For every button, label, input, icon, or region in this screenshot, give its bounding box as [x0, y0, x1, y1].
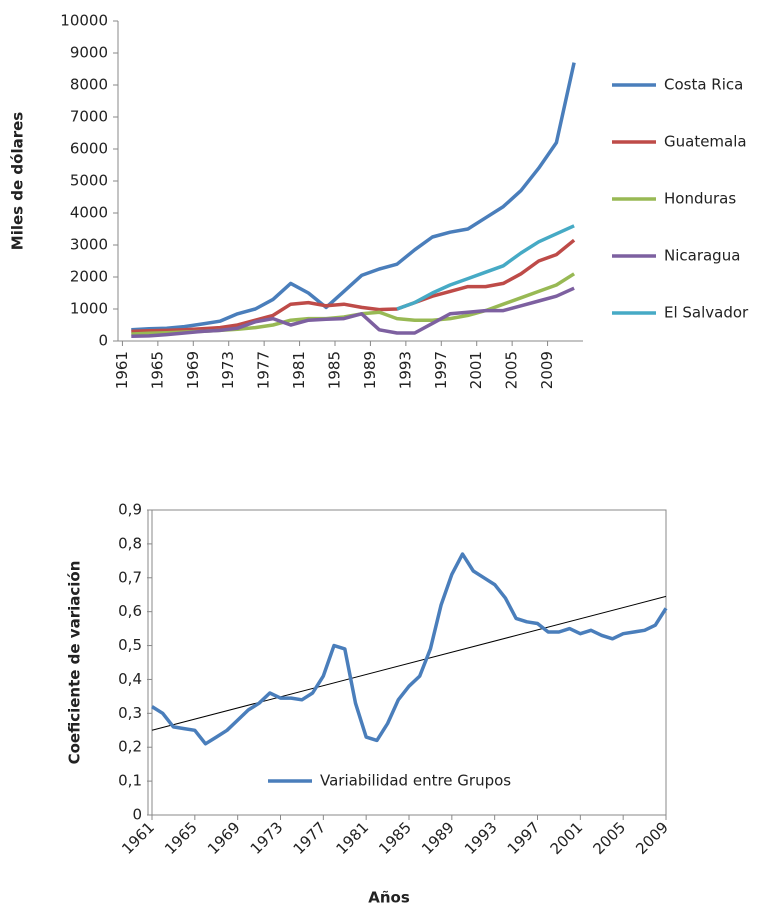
- x-tick-label: 1977: [290, 818, 330, 858]
- x-tick-label: 1965: [148, 351, 166, 389]
- x-tick-label: 2001: [467, 351, 485, 389]
- x-tick-label: 2005: [589, 818, 629, 858]
- series-line: [151, 552, 668, 746]
- y-tick-label: 10000: [60, 12, 108, 30]
- y-tick-label: 0: [132, 806, 142, 824]
- plot-frame: [147, 509, 667, 816]
- x-tick-label: 1965: [161, 818, 201, 858]
- legend-label: Guatemala: [664, 133, 747, 151]
- x-axis-title: Años: [368, 889, 410, 907]
- y-tick-label: 9000: [70, 44, 108, 62]
- y-tick-label: 0,9: [118, 501, 142, 519]
- x-tick-label: 1985: [375, 818, 415, 858]
- y-tick-label: 0,4: [118, 670, 142, 688]
- x-tick-label: 2009: [632, 818, 672, 858]
- y-tick-label: 0,8: [118, 534, 142, 552]
- y-tick-label: 0,2: [118, 738, 142, 756]
- x-tick-label: 1989: [418, 818, 458, 858]
- x-tick-label: 1969: [184, 351, 202, 389]
- y-tick-label: 0,5: [118, 636, 142, 654]
- x-tick-label: 2005: [503, 351, 521, 389]
- y-tick-label: 3000: [70, 236, 108, 254]
- x-tick-label: 1997: [432, 351, 450, 389]
- x-tick-label: 1973: [219, 351, 237, 389]
- x-tick-label: 1961: [113, 351, 131, 389]
- series-line: [131, 238, 576, 334]
- series-line: [131, 286, 575, 338]
- x-tick-label: 1989: [361, 351, 379, 389]
- legend-label: Costa Rica: [664, 76, 743, 94]
- y-tick-label: 2000: [70, 268, 108, 286]
- x-tick-label: 1977: [255, 351, 273, 389]
- y-tick-label: 0,7: [118, 568, 142, 586]
- y-axis-title: Miles de dólares: [9, 112, 27, 251]
- x-tick-label: 1973: [247, 818, 287, 858]
- y-tick-label: 5000: [70, 172, 108, 190]
- y-tick-label: 4000: [70, 204, 108, 222]
- series-line: [131, 62, 576, 332]
- x-tick-label: 2001: [547, 818, 587, 858]
- y-tick-label: 6000: [70, 140, 108, 158]
- legend-label: Variabilidad entre Grupos: [320, 772, 511, 790]
- y-tick-label: 0: [98, 332, 108, 350]
- legend-label: Nicaragua: [664, 247, 740, 265]
- legend-label: El Salvador: [664, 304, 749, 322]
- y-axis-title: Coeficiente de variación: [66, 561, 84, 765]
- y-tick-label: 0,6: [118, 602, 142, 620]
- x-tick-label: 1981: [290, 351, 308, 389]
- x-tick-label: 1985: [326, 351, 344, 389]
- series-line: [396, 224, 575, 311]
- x-tick-label: 1961: [118, 818, 158, 858]
- x-tick-label: 1969: [204, 818, 244, 858]
- x-tick-label: 1993: [396, 351, 414, 389]
- y-tick-label: 7000: [70, 108, 108, 126]
- x-tick-label: 1997: [504, 818, 544, 858]
- y-tick-label: 1000: [70, 300, 108, 318]
- trend-line: [151, 595, 667, 731]
- y-tick-label: 0,1: [118, 772, 142, 790]
- y-tick-label: 0,3: [118, 704, 142, 722]
- x-tick-label: 1993: [461, 818, 501, 858]
- legend-label: Honduras: [664, 190, 736, 208]
- y-tick-label: 8000: [70, 76, 108, 94]
- x-tick-label: 2009: [538, 351, 556, 389]
- x-tick-label: 1981: [332, 818, 372, 858]
